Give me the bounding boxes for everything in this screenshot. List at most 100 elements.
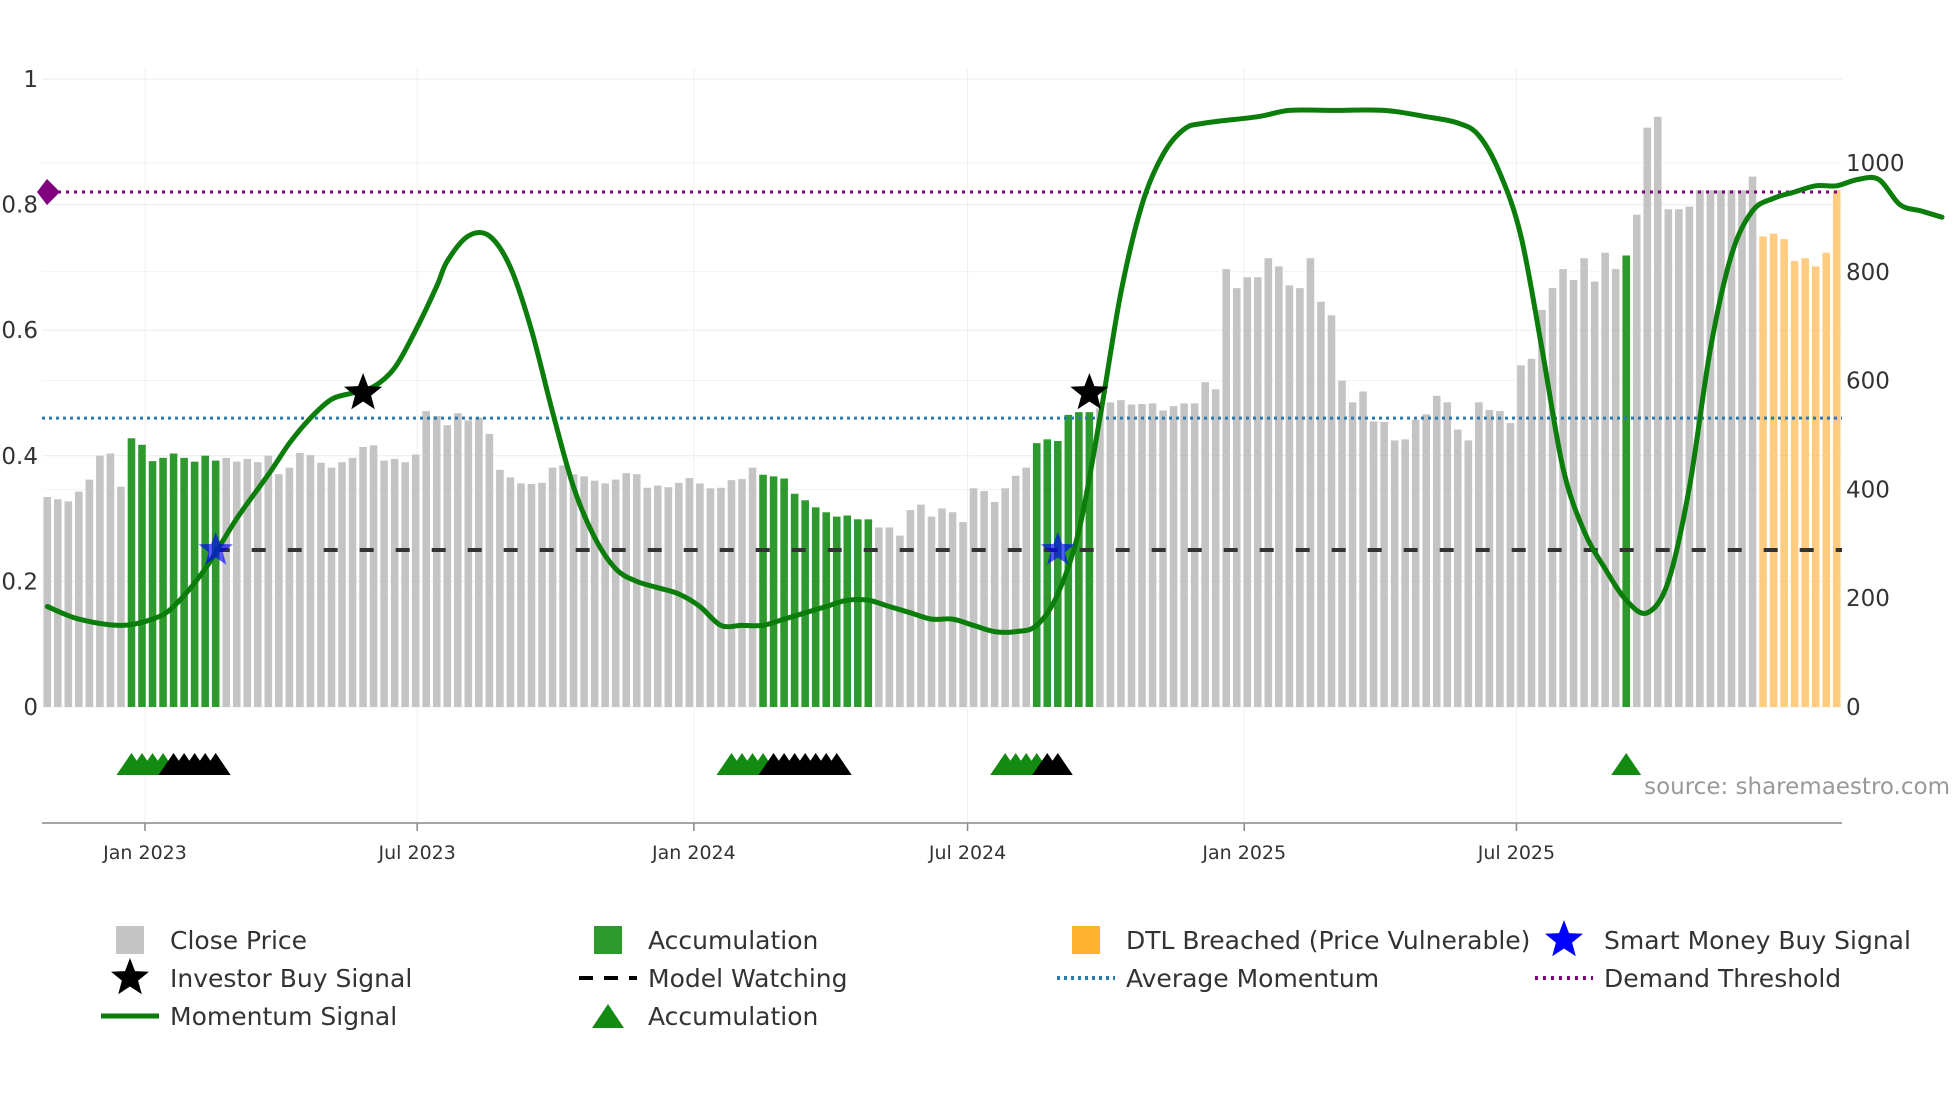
left-tick-label: 0.6 (1, 318, 38, 344)
accumulation-bar (1054, 440, 1062, 707)
legend-item-smart: Smart Money Buy Signal (1545, 920, 1911, 957)
close-price-bar (632, 474, 641, 707)
legend-label: DTL Breached (Price Vulnerable) (1126, 926, 1530, 955)
legend-item-accum_bar: Accumulation (594, 926, 818, 955)
close-price-bar (1401, 439, 1409, 707)
close-price-bar (1359, 391, 1367, 707)
left-tick-label: 0 (23, 695, 38, 721)
x-tick-label: Jul 2023 (378, 842, 456, 864)
left-tick-label: 1 (23, 67, 38, 93)
close-price-bar (1432, 395, 1441, 707)
close-price-bar (1180, 403, 1188, 707)
close-price-bar (254, 462, 262, 707)
close-price-bar (664, 487, 673, 707)
close-price-bar (1296, 288, 1304, 707)
close-price-bar (264, 455, 273, 707)
accumulation-bar (127, 438, 136, 707)
legend-item-close: Close Price (116, 926, 307, 955)
close-price-bar (1222, 269, 1230, 707)
accumulation-bar (1622, 255, 1630, 708)
close-price-bar (738, 479, 746, 707)
dtl-breached-swatch (1072, 926, 1100, 954)
close-price-bar (1443, 402, 1452, 707)
close-price-bar (1411, 419, 1420, 707)
close-price-bar (548, 467, 557, 707)
accumulation-bar (854, 519, 862, 707)
accumulation-bar (201, 455, 209, 707)
dtl-breached-bar (1822, 252, 1830, 707)
close-price-bar (275, 474, 283, 707)
accumulation-bar (822, 512, 830, 707)
close-price-bar (401, 462, 409, 707)
legend-label: Accumulation (648, 926, 818, 955)
right-tick-label: 600 (1846, 369, 1890, 395)
close-price-bar (85, 479, 94, 707)
close-price-bar (1106, 402, 1115, 707)
close-price-bar (485, 433, 494, 707)
close-price-bar (390, 458, 399, 707)
close-price-bar (1159, 410, 1167, 707)
accumulation-bar (769, 476, 778, 707)
investor-buy-signal-icon (1070, 373, 1109, 410)
close-price-bar (601, 483, 609, 707)
left-tick-label: 0.2 (1, 569, 38, 595)
close-price-bar (622, 473, 630, 707)
investor-buy-signal-icon (344, 373, 383, 410)
demand-threshold-marker (37, 179, 60, 206)
left-tick-label: 0.8 (1, 193, 38, 219)
close-price-bar (1664, 209, 1673, 708)
dtl-breached-bar (1801, 258, 1809, 707)
close-price-bar (1727, 190, 1736, 707)
close-price-bar (1706, 190, 1715, 707)
close-price-bar (1569, 279, 1578, 707)
legend-label: Investor Buy Signal (170, 964, 412, 993)
accumulation-bar (759, 474, 767, 707)
close-price-bar (643, 487, 652, 707)
close-price-bar (696, 483, 704, 707)
close-price-bar (969, 488, 978, 707)
close-price-bar (243, 458, 252, 707)
smart-money-star-icon (1545, 920, 1583, 957)
close-price-bar (1148, 403, 1157, 707)
close-price-bar (875, 527, 883, 707)
legend-label: Smart Money Buy Signal (1604, 926, 1911, 955)
close-price-bar (906, 510, 915, 707)
close-price-bar (454, 413, 462, 707)
close-price-bar (422, 411, 430, 707)
close-price-bar (527, 483, 536, 707)
source-credit: source: sharemaestro.com (1644, 774, 1950, 800)
close-price-bar (1380, 421, 1388, 707)
legend-item-accum_tri: Accumulation (592, 1002, 818, 1031)
close-price-bar (1548, 288, 1557, 707)
watch-triangle-icon (821, 753, 852, 775)
legend-item-watch: Model Watching (579, 964, 848, 993)
momentum-signal-line (44, 107, 1945, 635)
close-price-bar (1138, 403, 1146, 707)
close-price-bar (348, 457, 357, 707)
accumulation-triangle-icon (1611, 753, 1642, 775)
close-price-bar (1496, 411, 1504, 707)
legend-label: Momentum Signal (170, 1002, 397, 1031)
close-price-bar (369, 445, 378, 707)
close-price-bar (938, 508, 946, 707)
accumulation-bar (169, 453, 178, 707)
close-price-bar (1422, 414, 1430, 707)
close-price-bar (717, 487, 725, 707)
close-price-bar (432, 415, 441, 707)
investor-star-icon (111, 958, 149, 995)
close-price-bar (1117, 400, 1125, 707)
close-price-bar (590, 480, 599, 707)
accumulation-bar (159, 457, 167, 707)
accumulation-bar (832, 516, 841, 707)
accumulation-bar (1075, 412, 1083, 707)
close-price-bar (748, 467, 757, 707)
close-price-bar (1675, 209, 1683, 708)
close-price-bar (75, 491, 83, 707)
close-price-bar (1390, 440, 1399, 707)
close-price-bar (1096, 408, 1104, 707)
axes: Jan 2023 Jul 2023 Jan 2024 Jul 2024 Jan 2025… (1, 67, 1904, 864)
watch-triangle-icon (1042, 753, 1073, 775)
close-price-bar (306, 455, 315, 707)
x-tick-label: Jan 2023 (102, 842, 187, 864)
